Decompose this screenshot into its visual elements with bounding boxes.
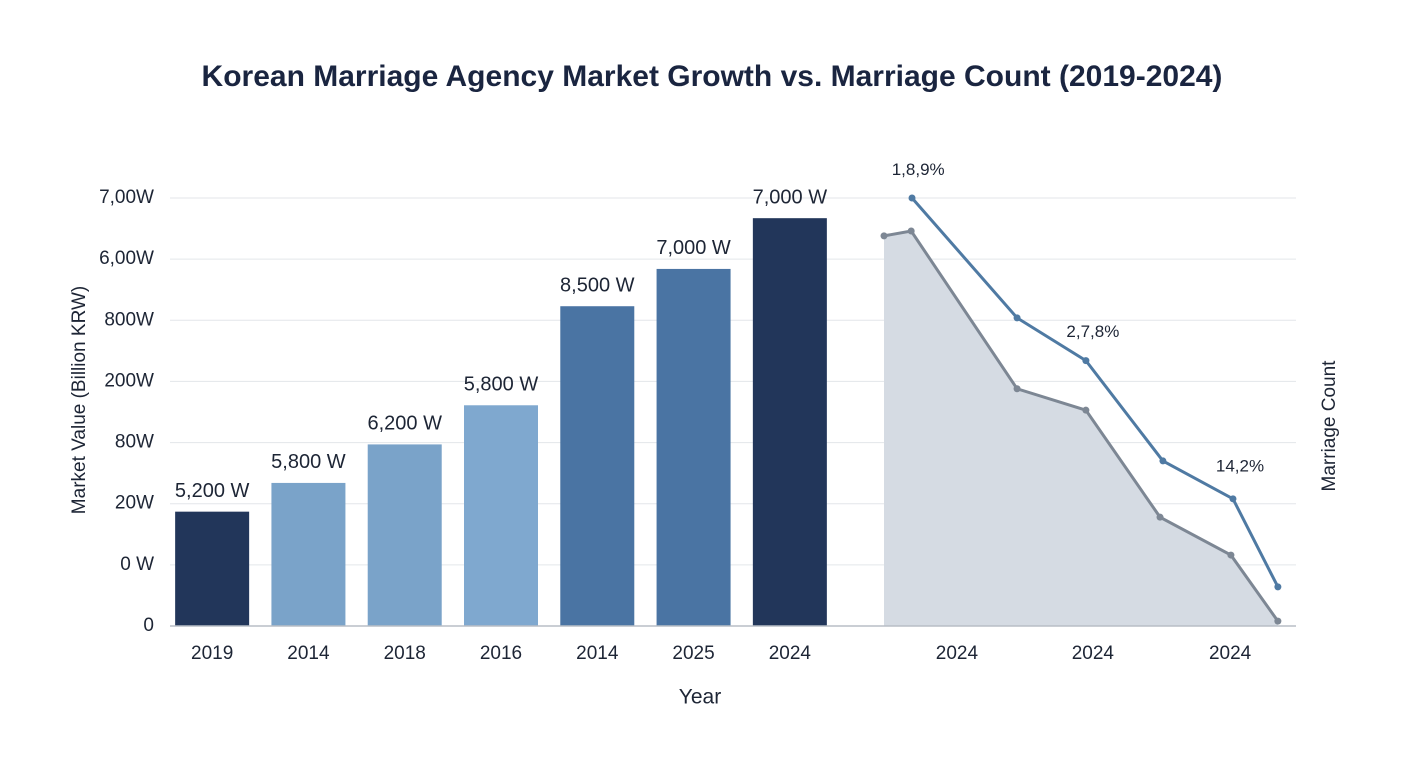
point <box>1229 495 1237 503</box>
data-label: 7,000 W <box>656 237 731 259</box>
data-label: 6,200 W <box>367 413 442 435</box>
point <box>907 227 915 235</box>
point <box>880 232 888 240</box>
x-tick-label: 2014 <box>287 643 330 664</box>
x-tick-label: 2018 <box>384 643 426 664</box>
bar <box>175 511 250 626</box>
x-tick-label: 2019 <box>191 643 233 664</box>
bar <box>367 444 442 626</box>
area <box>884 231 1278 626</box>
point <box>1274 583 1282 591</box>
x-tick-label: 2014 <box>576 643 619 664</box>
y-tick-label: 200W <box>104 370 154 391</box>
x-tick-label: 2025 <box>672 643 714 664</box>
data-label: 7,000 W <box>753 186 828 208</box>
y-tick-label: 0 <box>143 615 154 636</box>
data-label: 5,200 W <box>175 480 250 502</box>
annotation: 1,8,9% <box>892 160 945 179</box>
x-tick-label: 2024 <box>936 643 979 664</box>
chart-title: Korean Marriage Agency Market Growth vs.… <box>202 60 1223 93</box>
y-tick-label: 7,00W <box>99 187 154 208</box>
point <box>1227 551 1235 559</box>
x-tick-label: 2024 <box>769 643 812 664</box>
line <box>910 197 1280 588</box>
y-axis-label: Market Value (Billion KRW) <box>69 286 90 514</box>
bar <box>271 482 346 626</box>
bar <box>464 405 538 626</box>
point <box>1082 357 1090 365</box>
annotation: 14,2% <box>1216 457 1264 476</box>
point <box>1274 617 1282 625</box>
point <box>1013 314 1021 322</box>
y-tick-label: 800W <box>104 309 154 330</box>
annotation: 2,7,8% <box>1066 322 1119 341</box>
data-label: 8,500 W <box>560 275 635 297</box>
y2-axis-label: Marriage Count <box>1319 360 1340 492</box>
y-tick-label: 6,00W <box>99 248 154 269</box>
point <box>1156 513 1164 521</box>
point <box>908 194 916 202</box>
bar <box>656 268 731 626</box>
y-tick-label: 0 W <box>120 554 154 575</box>
x-tick-label: 2016 <box>480 643 522 664</box>
point <box>1013 385 1021 393</box>
y-tick-label: 20W <box>115 493 154 514</box>
x-tick-label: 2024 <box>1072 643 1115 664</box>
bar <box>560 306 635 626</box>
data-label: 5,800 W <box>271 451 346 473</box>
y-tick-label: 80W <box>115 432 154 453</box>
x-axis-label: Year <box>679 686 721 709</box>
bar <box>752 218 827 627</box>
point <box>1082 406 1090 414</box>
data-label: 5,800 W <box>464 374 539 396</box>
point <box>1159 457 1167 465</box>
x-tick-label: 2024 <box>1209 643 1252 664</box>
